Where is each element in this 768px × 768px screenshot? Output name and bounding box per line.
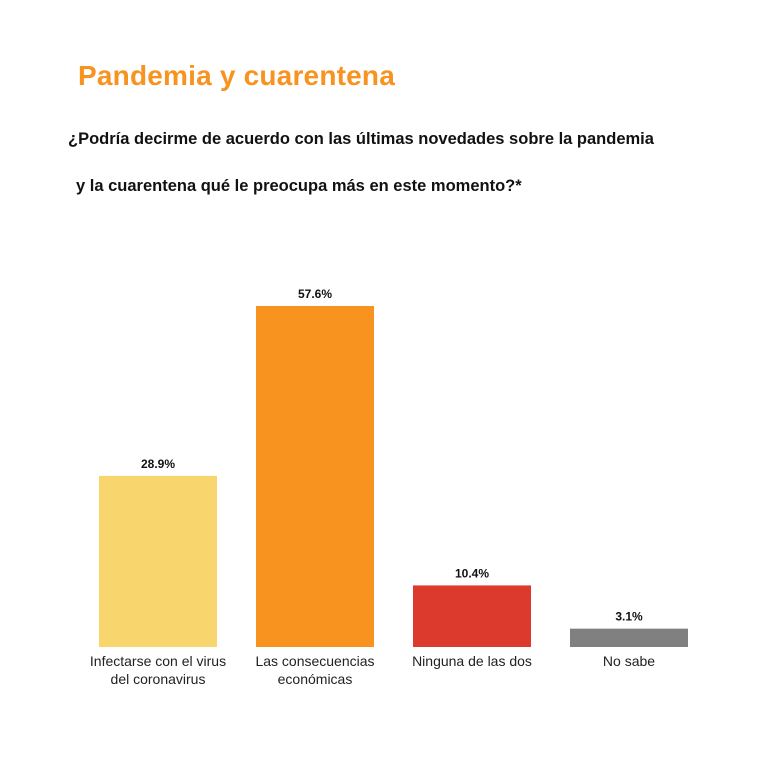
bar-2	[256, 306, 374, 647]
bar-value-label-3: 10.4%	[455, 566, 489, 580]
bar-4	[570, 629, 688, 647]
bar-3	[413, 585, 531, 647]
category-label-2-line-1: Las consecuencias	[255, 653, 374, 669]
bar-chart: 28.9% Infectarse con el virus del coronavi…	[0, 0, 768, 768]
category-label-4: No sabe	[603, 653, 655, 669]
category-label-1-line-2: del coronavirus	[111, 671, 206, 687]
bar-1	[99, 476, 217, 647]
category-label-1-line-1: Infectarse con el virus	[90, 653, 226, 669]
bar-value-label-4: 3.1%	[615, 610, 643, 624]
category-label-3: Ninguna de las dos	[412, 653, 532, 669]
bar-value-label-1: 28.9%	[141, 457, 175, 471]
bar-value-label-2: 57.6%	[298, 287, 332, 301]
category-label-2-line-2: económicas	[278, 671, 353, 687]
